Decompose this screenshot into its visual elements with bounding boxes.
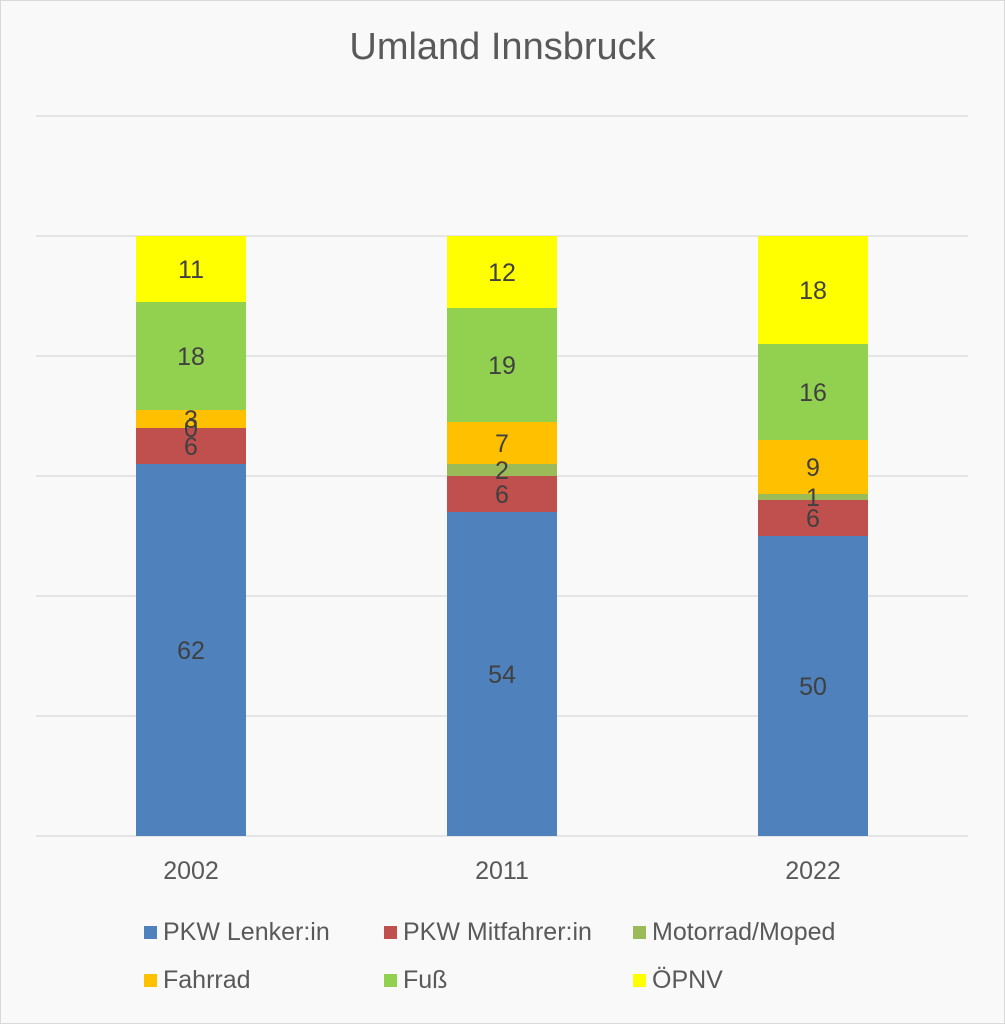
data-label: 54: [488, 661, 516, 689]
bar-segment: [136, 464, 246, 836]
data-label: 18: [177, 343, 205, 371]
data-label: 16: [799, 379, 827, 407]
data-label: 7: [495, 430, 509, 458]
legend-label: PKW Mitfahrer:in: [403, 918, 592, 946]
legend: PKW Lenker:in PKW Mitfahrer:in Motorrad/Mo…: [0, 910, 1005, 1010]
bar-segment: [136, 410, 246, 428]
data-label: 62: [177, 637, 205, 665]
data-label: 2: [495, 457, 509, 485]
data-label: 0: [184, 415, 198, 443]
legend-label: ÖPNV: [652, 966, 723, 994]
x-tick-label: 2011: [475, 857, 529, 885]
legend-item: ÖPNV: [633, 966, 723, 995]
data-label: 6: [806, 505, 820, 533]
bar-segment: [758, 494, 868, 500]
legend-swatch: [144, 974, 157, 987]
data-label: 18: [799, 277, 827, 305]
bar-segment: [758, 500, 868, 536]
legend-label: Fuß: [403, 966, 448, 994]
bar-segment: [447, 464, 557, 476]
bar-segment: [447, 476, 557, 512]
data-label: 6: [495, 481, 509, 509]
data-label: 6: [184, 433, 198, 461]
data-label: 3: [184, 406, 198, 434]
bar-segment: [447, 308, 557, 422]
bar-segment: [447, 422, 557, 464]
legend-item: PKW Mitfahrer:in: [384, 918, 592, 947]
data-label: 9: [806, 454, 820, 482]
bar-segment: [447, 512, 557, 836]
legend-swatch: [633, 974, 646, 987]
legend-item: Motorrad/Moped: [633, 918, 835, 947]
bar-segment: [758, 236, 868, 344]
data-label: 11: [178, 256, 204, 284]
legend-item: Fahrrad: [144, 966, 251, 995]
legend-item: PKW Lenker:in: [144, 918, 330, 947]
bar-segment: [136, 236, 246, 302]
data-label: 50: [799, 673, 827, 701]
bar-segment: [447, 236, 557, 308]
bar-segment: [758, 536, 868, 836]
legend-label: Fahrrad: [163, 966, 251, 994]
legend-swatch: [144, 926, 157, 939]
x-axis-ticks: 2002 2011 2022: [163, 857, 841, 885]
legend-swatch: [384, 926, 397, 939]
bar-segment: [758, 440, 868, 494]
data-label: 19: [488, 352, 516, 380]
bar-segment: [758, 344, 868, 440]
legend-swatch: [384, 974, 397, 987]
legend-swatch: [633, 926, 646, 939]
data-label: 12: [488, 259, 516, 287]
bar-segment: [136, 302, 246, 410]
legend-label: Motorrad/Moped: [652, 918, 836, 946]
legend-item: Fuß: [384, 966, 447, 995]
data-label: 1: [806, 484, 820, 512]
x-tick-label: 2002: [163, 857, 219, 885]
chart-title: Umland Innsbruck: [349, 26, 656, 68]
legend-label: PKW Lenker:in: [163, 918, 330, 946]
x-tick-label: 2022: [785, 857, 841, 885]
bars: [136, 236, 868, 836]
bar-segment: [136, 428, 246, 464]
